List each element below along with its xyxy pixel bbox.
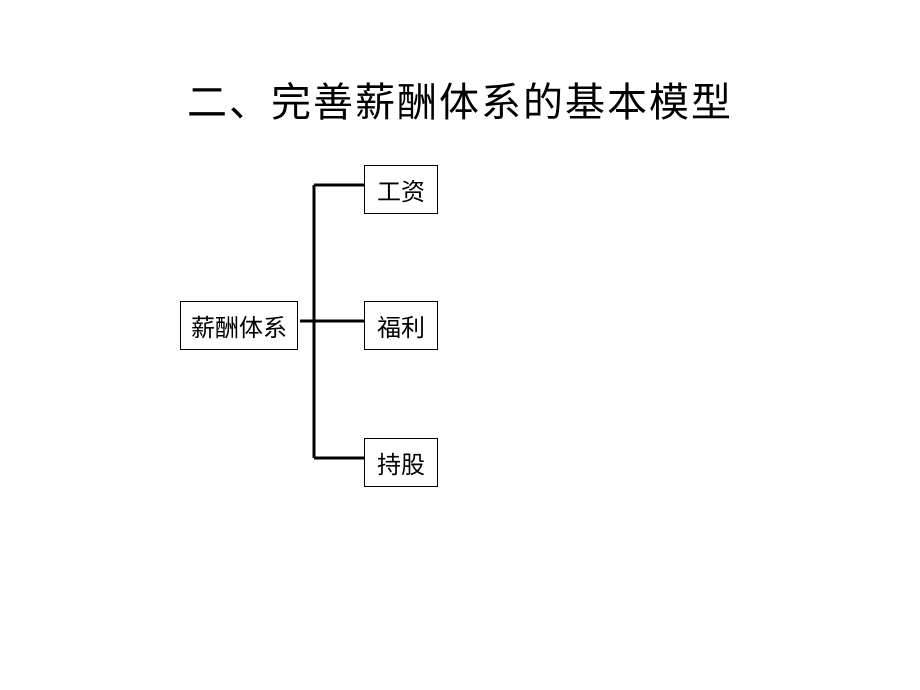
root-node-label: 薪酬体系 [191, 316, 287, 342]
child-node-3: 持股 [364, 438, 438, 487]
child-node-1: 工资 [364, 165, 438, 214]
child-node-3-label: 持股 [377, 453, 425, 479]
tree-diagram: 薪酬体系 工资 福利 持股 [180, 165, 510, 495]
child-node-2: 福利 [364, 301, 438, 350]
page-title: 二、完善薪酬体系的基本模型 [0, 70, 920, 128]
child-node-2-label: 福利 [377, 316, 425, 342]
root-node: 薪酬体系 [180, 301, 298, 350]
child-node-1-label: 工资 [377, 180, 425, 206]
